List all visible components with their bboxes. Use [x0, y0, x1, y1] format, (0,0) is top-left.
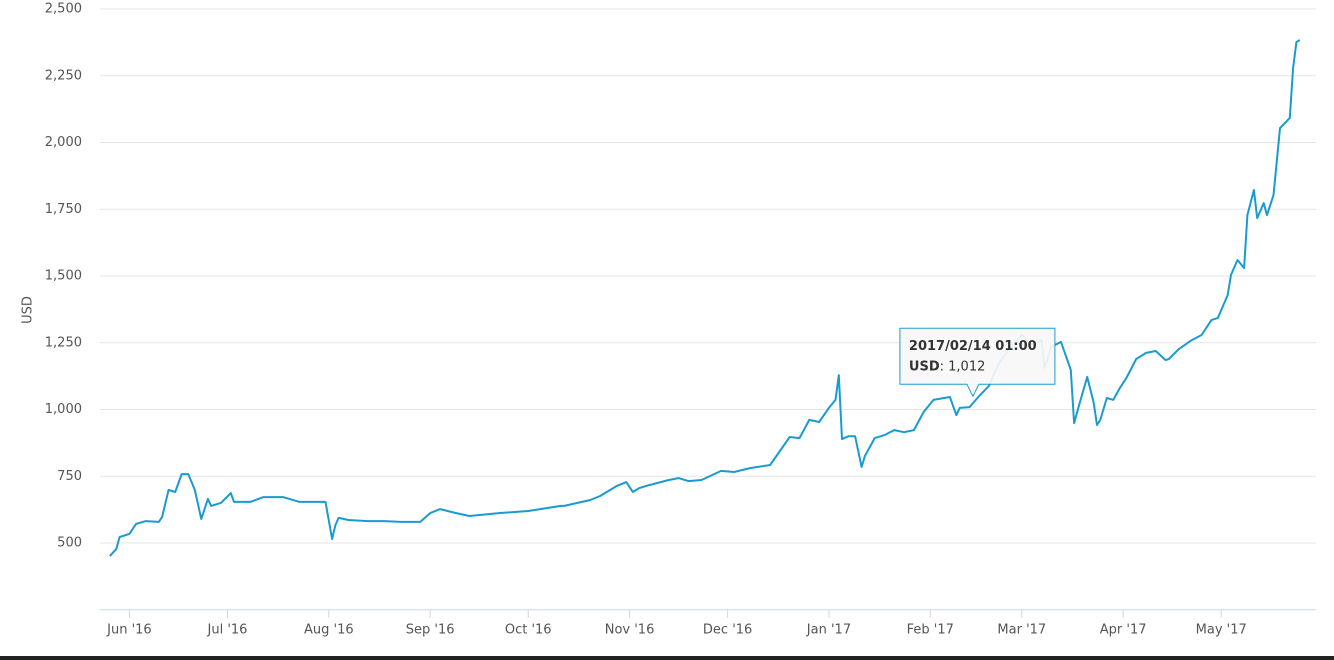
y-tick-label: 2,500: [45, 2, 82, 17]
tooltip-date: 2017/02/14 01:00: [909, 339, 1037, 354]
x-tick-label: Oct '16: [505, 622, 552, 637]
bottom-strip: [0, 656, 1334, 660]
y-tick-label: 750: [57, 469, 82, 484]
tooltip-value: 1,012: [948, 359, 985, 374]
x-tick-label: Dec '16: [703, 622, 752, 637]
y-tick-label: 2,250: [45, 68, 82, 83]
tooltip-box: [899, 327, 1056, 398]
y-tick-label: 1,250: [45, 335, 82, 350]
y-tick-label: 2,000: [45, 135, 82, 150]
x-tick-label: Nov '16: [605, 622, 655, 637]
y-tick-label: 1,750: [45, 202, 82, 217]
x-tick-label: Mar '17: [997, 622, 1046, 637]
x-tick-label: Jun '16: [106, 622, 152, 637]
y-tick-label: 500: [57, 536, 82, 551]
tooltip: 2017/02/14 01:00 USD: 1,012: [899, 327, 1056, 398]
y-tick-label: 1,500: [45, 269, 82, 284]
x-tick-label: Apr '17: [1100, 622, 1147, 637]
tooltip-separator: :: [940, 359, 949, 374]
x-tick-label: Jan '17: [806, 622, 851, 637]
x-tick-label: Sep '16: [406, 622, 455, 637]
tooltip-value-line: USD: 1,012: [909, 359, 985, 374]
x-tick-label: Jul '16: [207, 622, 248, 637]
tooltip-series: USD: [909, 359, 940, 374]
x-tick-label: Aug '16: [304, 622, 354, 637]
x-tick-label: May '17: [1196, 622, 1247, 637]
x-tick-label: Feb '17: [907, 622, 954, 637]
y-tick-label: 1,000: [45, 402, 82, 417]
price-line: [109, 39, 1301, 557]
y-axis-title: USD: [21, 296, 36, 324]
